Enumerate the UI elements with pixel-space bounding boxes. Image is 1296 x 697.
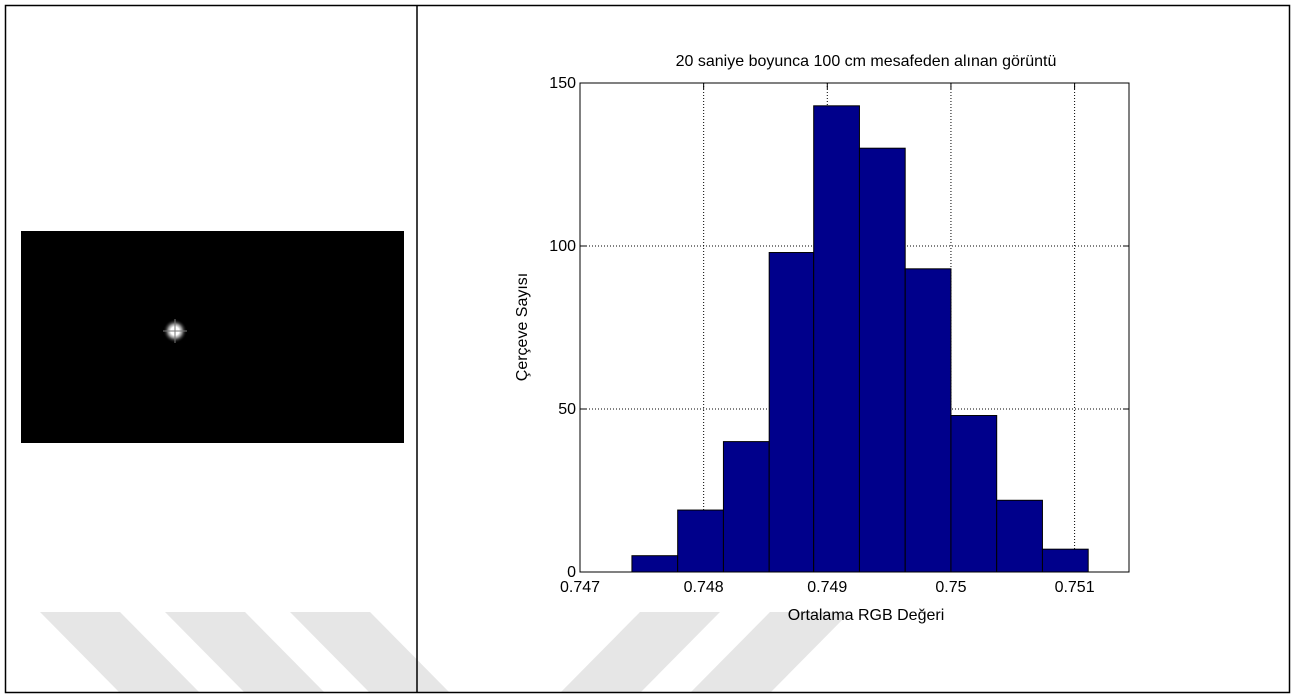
- x-tick-label: 0.749: [807, 579, 847, 596]
- x-axis-label: Ortalama RGB Değeri: [788, 607, 945, 624]
- y-tick-label: 50: [558, 401, 576, 418]
- bar: [858, 147, 906, 573]
- bar: [904, 268, 952, 573]
- y-axis-label: Çerçeve Sayısı: [514, 273, 531, 381]
- bar: [677, 509, 724, 573]
- chart-title: 20 saniye boyunca 100 cm mesafeden alına…: [676, 53, 1057, 70]
- y-tick-label: 100: [549, 238, 576, 255]
- plot-frame: [579, 82, 1130, 573]
- chart: 20 saniye boyunca 100 cm mesafeden alına…: [514, 53, 1130, 624]
- y-tick-label: 0: [567, 564, 576, 581]
- camera-image: [21, 231, 404, 443]
- x-tick-label: 0.75: [935, 579, 966, 596]
- bar: [950, 415, 998, 573]
- bar: [631, 555, 679, 573]
- bar: [768, 252, 815, 573]
- bar: [1041, 548, 1089, 573]
- bar: [996, 499, 1043, 573]
- watermark: [40, 612, 850, 693]
- x-tick-label: 0.751: [1055, 579, 1095, 596]
- x-tick-label: 0.747: [560, 579, 600, 596]
- bar: [722, 441, 770, 573]
- table-border: [4, 4, 1291, 694]
- y-tick-label: 150: [549, 75, 576, 92]
- x-tick-label: 0.748: [684, 579, 724, 596]
- bar: [813, 105, 860, 573]
